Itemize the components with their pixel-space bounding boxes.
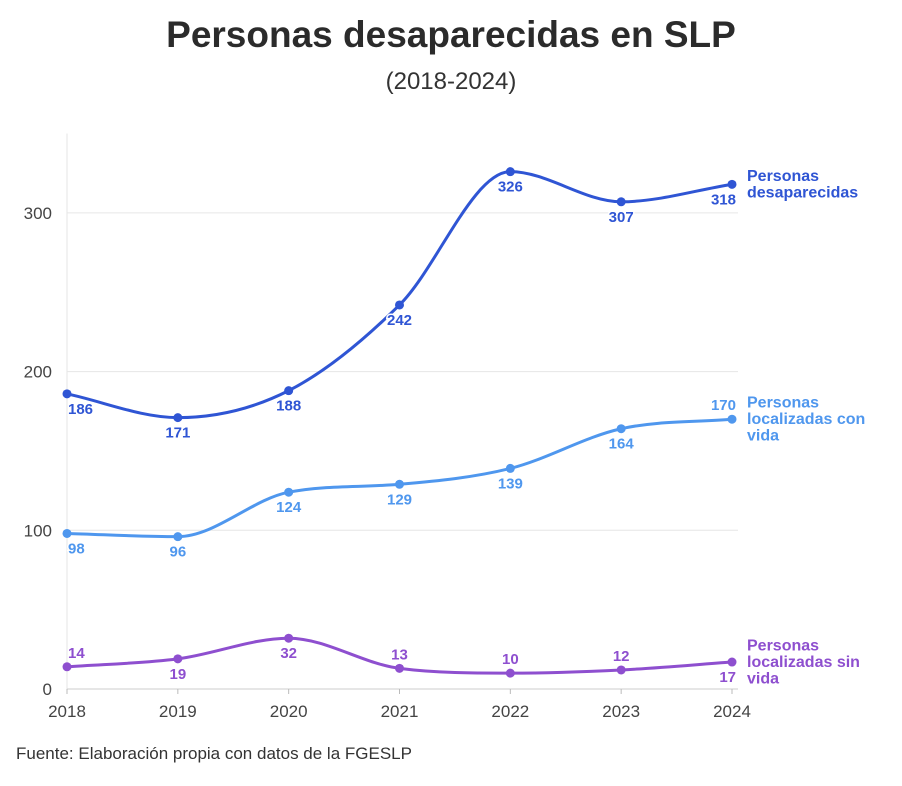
data-label: 170 bbox=[711, 397, 736, 414]
data-label: 19 bbox=[169, 666, 186, 683]
data-point bbox=[173, 654, 183, 664]
data-label: 171 bbox=[165, 425, 190, 442]
data-point bbox=[727, 657, 737, 667]
data-point bbox=[173, 413, 183, 423]
data-point bbox=[62, 528, 72, 538]
x-tick-label: 2018 bbox=[48, 702, 86, 721]
data-label: 124 bbox=[276, 499, 302, 516]
chart-title: Personas desaparecidas en SLP bbox=[166, 14, 736, 55]
data-point bbox=[284, 487, 294, 497]
data-point bbox=[284, 386, 294, 396]
x-tick-label: 2024 bbox=[713, 702, 751, 721]
x-tick-label: 2019 bbox=[159, 702, 197, 721]
data-label: 32 bbox=[280, 645, 297, 662]
data-label: 307 bbox=[609, 209, 634, 226]
data-label: 164 bbox=[609, 436, 635, 453]
series-label-line: vida bbox=[747, 671, 779, 688]
data-point bbox=[395, 663, 404, 673]
y-tick-label: 100 bbox=[24, 521, 52, 540]
data-point bbox=[505, 463, 515, 473]
series-label-line: localizadas con bbox=[747, 411, 865, 428]
data-point bbox=[395, 300, 404, 310]
data-label: 318 bbox=[711, 191, 736, 208]
y-tick-label: 300 bbox=[24, 204, 52, 223]
data-label: 129 bbox=[387, 491, 412, 508]
data-label: 10 bbox=[502, 651, 519, 668]
y-tick-label: 0 bbox=[43, 680, 52, 699]
data-label: 96 bbox=[169, 544, 186, 561]
data-point bbox=[616, 424, 626, 434]
x-tick-label: 2020 bbox=[270, 702, 308, 721]
x-tick-label: 2022 bbox=[491, 702, 529, 721]
data-point bbox=[505, 668, 515, 678]
series-label-line: vida bbox=[747, 428, 779, 445]
data-label: 12 bbox=[613, 648, 630, 665]
x-tick-label: 2023 bbox=[602, 702, 640, 721]
data-point bbox=[727, 179, 737, 189]
data-label: 188 bbox=[276, 398, 301, 415]
data-label: 98 bbox=[68, 540, 85, 557]
data-label: 186 bbox=[68, 401, 93, 418]
data-label: 13 bbox=[391, 646, 408, 663]
data-point bbox=[395, 479, 404, 489]
data-label: 139 bbox=[498, 475, 523, 492]
series-label-line: desaparecidas bbox=[747, 185, 858, 202]
data-point bbox=[62, 662, 72, 672]
series-label-line: Personas bbox=[747, 168, 819, 185]
data-point bbox=[727, 414, 737, 424]
series-label: Personas desaparecidas bbox=[747, 168, 858, 202]
data-label: 14 bbox=[68, 645, 85, 662]
y-tick-label: 200 bbox=[24, 363, 52, 382]
data-label: 242 bbox=[387, 312, 412, 329]
series-label: Personas localizadas con vida bbox=[747, 395, 865, 445]
series-label-line: Personas bbox=[747, 638, 819, 655]
source-note: Fuente: Elaboración propia con datos de … bbox=[16, 744, 412, 763]
data-point bbox=[284, 633, 294, 643]
series-label-line: localizadas sin bbox=[747, 654, 860, 671]
chart-subtitle: (2018-2024) bbox=[385, 68, 517, 95]
x-tick-label: 2021 bbox=[381, 702, 419, 721]
data-point bbox=[616, 665, 626, 675]
data-label: 17 bbox=[719, 669, 736, 686]
data-point bbox=[173, 532, 183, 542]
data-point bbox=[505, 167, 515, 177]
data-point bbox=[62, 389, 72, 399]
data-label: 326 bbox=[498, 179, 523, 196]
series-label: Personas localizadas sin vida bbox=[747, 638, 860, 688]
data-point bbox=[616, 197, 626, 207]
series-label-line: Personas bbox=[747, 395, 819, 412]
